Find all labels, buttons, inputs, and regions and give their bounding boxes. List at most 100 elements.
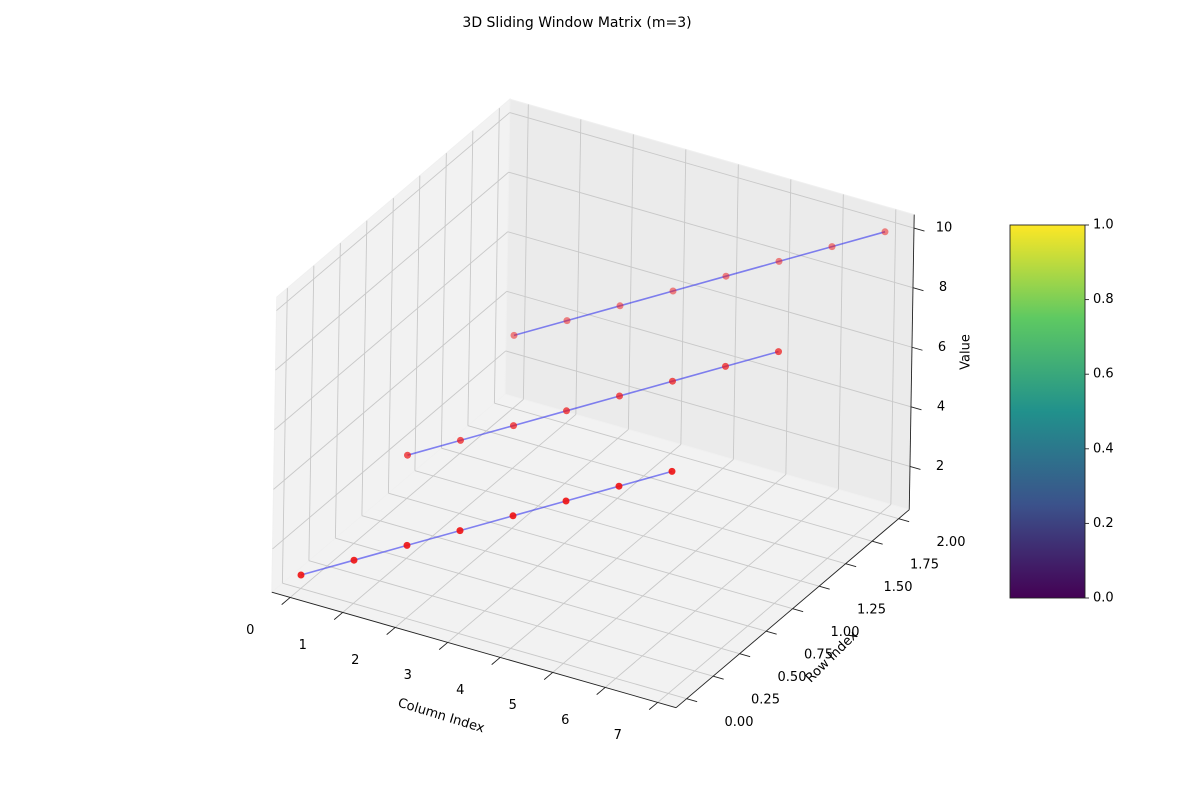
grid-line — [414, 470, 820, 587]
y-tick-label: 1.75 — [910, 558, 939, 573]
point — [510, 422, 517, 430]
grid-line — [493, 108, 500, 404]
colorbar-tick-label: 0.4 — [1093, 441, 1114, 456]
grid-line — [505, 350, 911, 467]
grid-line — [361, 515, 767, 632]
grid-line — [440, 153, 447, 449]
y-tick-label: 1.25 — [857, 603, 886, 618]
y-tick-label: 0.25 — [751, 693, 780, 708]
grid-line — [785, 179, 792, 475]
grid-line — [467, 130, 474, 426]
grid-line — [441, 447, 846, 565]
point — [563, 407, 570, 415]
tick-mark — [739, 653, 751, 658]
tick-mark — [281, 597, 291, 605]
grid-line — [509, 112, 915, 229]
z-axis-label: Value — [959, 334, 974, 370]
z-tick-label: 4 — [937, 399, 945, 414]
tick-mark — [543, 672, 553, 680]
colorbar-tick-label: 1.0 — [1093, 218, 1114, 233]
colorbar-tick-label: 0.6 — [1093, 367, 1114, 382]
grid-line — [494, 402, 899, 520]
y-tick-label: 1.00 — [831, 625, 860, 640]
chart-title: 3D Sliding Window Matrix (m=3) — [462, 15, 691, 31]
x-tick-label: 7 — [614, 728, 622, 743]
grid-line — [282, 582, 687, 700]
x-tick-label: 3 — [404, 668, 412, 683]
grid-line — [467, 425, 873, 542]
tick-mark — [845, 563, 857, 568]
point — [562, 497, 570, 505]
tick-mark — [911, 346, 923, 351]
grid-line — [890, 209, 897, 505]
point — [456, 527, 464, 535]
tick-mark — [333, 612, 343, 620]
colorbar-tick-label: 0.2 — [1093, 516, 1114, 531]
x-tick-label: 5 — [509, 698, 517, 713]
point — [297, 571, 305, 579]
colorbar-tick-label: 0.0 — [1093, 591, 1114, 606]
row-line — [300, 470, 673, 576]
x-tick-label: 4 — [456, 683, 464, 698]
z-axis-line — [908, 214, 915, 510]
point — [881, 228, 889, 236]
grid-line — [274, 231, 509, 431]
point — [828, 243, 836, 251]
point — [669, 287, 677, 295]
tick-mark — [386, 627, 396, 635]
y-tick-label: 0.75 — [804, 648, 833, 663]
point — [509, 512, 517, 520]
grid-line — [506, 290, 912, 408]
point — [563, 317, 571, 325]
z-tick-label: 10 — [936, 221, 953, 236]
y-tick-label: 1.50 — [884, 580, 913, 595]
tick-mark — [910, 406, 922, 411]
grid-line — [334, 243, 341, 539]
point — [457, 436, 464, 444]
tick-mark — [792, 608, 804, 613]
tick-mark — [819, 585, 830, 590]
tick-mark — [872, 540, 883, 545]
x-axis-line — [271, 591, 677, 709]
y-axis-line — [675, 509, 910, 709]
point — [722, 362, 729, 370]
grid-line — [387, 198, 394, 494]
grid-line — [272, 350, 507, 550]
x-axis-label: Column Index — [396, 696, 486, 737]
tick-mark — [491, 657, 501, 665]
y-tick-label: 0.50 — [778, 670, 807, 685]
z-tick-label: 8 — [939, 280, 947, 295]
z-tick-label: 2 — [936, 459, 944, 474]
row-line — [407, 350, 779, 456]
point — [775, 348, 782, 356]
point — [669, 377, 676, 385]
grid-line — [508, 171, 914, 289]
point — [668, 467, 676, 475]
grid-line — [281, 288, 288, 584]
x-tick-label: 6 — [561, 713, 569, 728]
colorbar — [1009, 224, 1086, 599]
grid-line — [414, 175, 421, 471]
grid-line — [627, 134, 634, 430]
x-tick-label: 1 — [299, 638, 307, 653]
tick-mark — [648, 702, 658, 710]
grid-line — [276, 112, 511, 311]
tick-mark — [766, 630, 777, 635]
point — [616, 392, 623, 400]
point — [403, 541, 411, 549]
point — [722, 272, 730, 280]
tick-mark — [438, 642, 448, 650]
grid-line — [308, 265, 315, 561]
grid-line — [522, 104, 529, 400]
z-tick-label: 6 — [938, 340, 946, 355]
tick-mark — [686, 698, 698, 703]
x-tick-label: 0 — [246, 623, 254, 638]
point — [404, 451, 411, 459]
grid-line — [388, 492, 793, 610]
grid-line — [732, 164, 739, 460]
grid-line — [575, 119, 582, 415]
point — [616, 302, 624, 310]
point — [615, 482, 623, 490]
grid-line — [507, 231, 913, 348]
